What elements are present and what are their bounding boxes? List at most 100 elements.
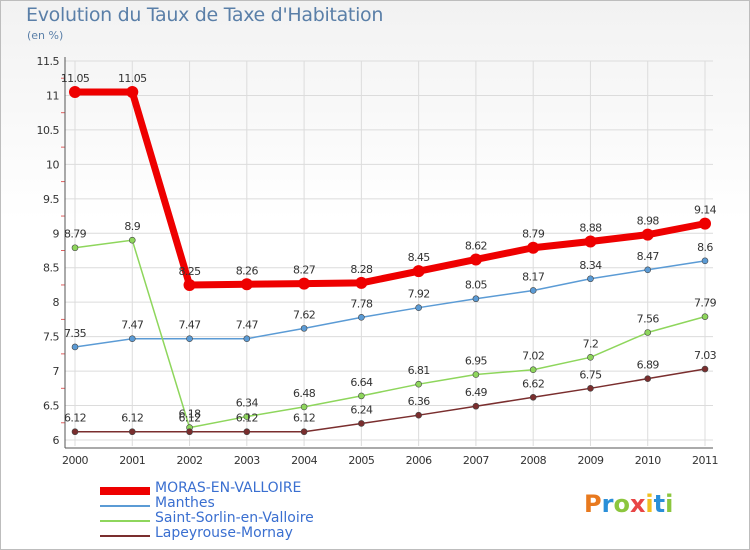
data-label: 6.12 [236, 412, 258, 425]
data-point [472, 295, 480, 303]
data-label: 6.95 [465, 355, 488, 368]
chart-title: Evolution du Taux de Taxe d'Habitation [26, 4, 384, 26]
y-tick-label: 8 [53, 296, 60, 309]
series-line-1 [74, 260, 706, 348]
data-label: 9.14 [694, 204, 717, 217]
data-label: 7.79 [694, 297, 717, 310]
legend-swatch [100, 505, 150, 507]
data-label: 6.81 [408, 364, 430, 377]
x-tick-label: 2005 [348, 454, 374, 467]
data-label: 8.26 [236, 264, 259, 277]
data-point [128, 335, 136, 343]
data-point [699, 217, 711, 230]
y-tick-label: 10.5 [37, 124, 60, 137]
data-label: 6.48 [293, 387, 316, 400]
y-tick-label: 6.5 [43, 400, 59, 413]
data-point [587, 275, 594, 283]
data-label: 6.75 [579, 368, 602, 381]
data-point [128, 428, 136, 436]
data-point [415, 380, 422, 388]
data-label: 8.17 [522, 270, 545, 283]
data-point [641, 228, 654, 241]
data-point [300, 428, 308, 436]
grid-layer [65, 60, 713, 446]
data-label: 8.98 [637, 215, 660, 228]
data-label: 6.12 [178, 412, 200, 425]
data-point [126, 86, 139, 99]
data-label: 8.25 [178, 265, 201, 278]
data-point [469, 253, 482, 266]
data-point [701, 257, 709, 265]
data-label: 6.62 [522, 377, 544, 390]
x-tick-label: 2007 [463, 454, 489, 467]
data-label: 8.79 [64, 228, 87, 241]
logo-letter: r [601, 490, 614, 518]
data-point [472, 402, 480, 410]
data-point [644, 375, 652, 382]
axis-layer: 6 6.5 7 7.5 8 8.5 9 9.5 10 10.5 11 11.5 2000 2001 2002… [37, 55, 719, 467]
data-label: 7.92 [408, 288, 430, 301]
x-tick-label: 2003 [234, 454, 260, 467]
legend-label: MORAS-EN-VALLOIRE [155, 480, 302, 496]
data-point [186, 335, 193, 343]
data-point [298, 277, 311, 290]
data-label: 7.62 [293, 308, 315, 321]
data-point [243, 335, 251, 343]
data-point [701, 313, 709, 320]
data-label: 8.45 [408, 251, 431, 264]
data-label: 8.47 [637, 250, 660, 263]
data-point [415, 411, 422, 419]
data-label: 6.89 [637, 359, 660, 372]
proxiti-logo: Proxiti [584, 490, 673, 518]
data-label: 8.6 [697, 241, 713, 254]
data-point [186, 428, 193, 436]
data-label: 6.24 [350, 403, 373, 416]
series-line-2 [74, 239, 706, 429]
label-layer: 11.05 11.05 8.25 8.26 8.27 8.28 8.45 8.62 8.79 8.… [61, 72, 717, 425]
data-point [584, 235, 597, 248]
data-point [472, 371, 480, 378]
data-point [358, 314, 365, 321]
data-point [412, 265, 425, 278]
data-label: 8.28 [350, 263, 373, 276]
legend-swatch [100, 535, 150, 537]
data-point [644, 266, 652, 274]
logo-letter: o [613, 490, 630, 518]
unit-label: (en %) [27, 29, 64, 42]
y-tick-label: 7 [53, 365, 60, 378]
data-label: 7.47 [236, 319, 259, 332]
data-label: 6.36 [408, 395, 431, 408]
logo-letter: P [584, 490, 602, 518]
data-point [358, 420, 365, 427]
data-point [527, 241, 540, 254]
data-label: 7.03 [694, 349, 717, 362]
data-label: 8.34 [579, 259, 602, 272]
y-tick-label: 9 [53, 227, 60, 240]
data-point [69, 86, 81, 99]
legend-label: Saint-Sorlin-en-Valloire [155, 510, 314, 526]
data-label: 6.12 [121, 412, 143, 425]
data-point [128, 236, 136, 244]
x-tick-label: 2011 [692, 454, 718, 467]
y-tick-label: 9.5 [43, 193, 59, 206]
logo-letter: t [653, 490, 666, 518]
data-label: 7.02 [522, 350, 544, 363]
series-layer [69, 86, 711, 436]
x-tick-label: 2010 [635, 454, 661, 467]
data-point [529, 393, 537, 401]
data-point [358, 392, 365, 400]
data-point [71, 428, 79, 436]
y-tick-label: 6 [53, 434, 60, 447]
data-point [300, 325, 308, 332]
data-label: 8.27 [293, 264, 316, 277]
data-point [183, 278, 196, 291]
legend-swatch [100, 520, 150, 522]
x-tick-label: 2009 [577, 454, 603, 467]
y-tick-label: 11 [46, 89, 59, 102]
x-tick-label: 2001 [119, 454, 145, 467]
data-label: 7.47 [121, 319, 144, 332]
data-point [529, 287, 537, 294]
series-line-0 [75, 88, 706, 289]
y-tick-label: 7.5 [43, 331, 59, 344]
data-point [71, 343, 79, 351]
